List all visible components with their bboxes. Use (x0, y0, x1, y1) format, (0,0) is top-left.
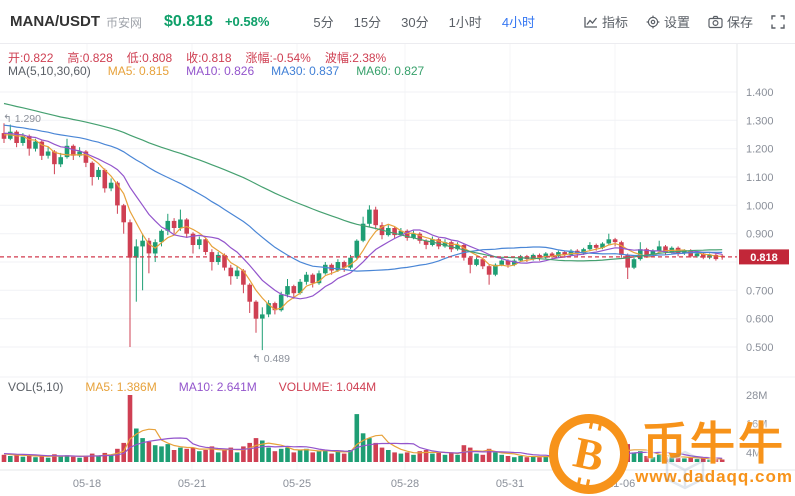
svg-text:0.700: 0.700 (746, 285, 774, 297)
ma-item: MA30: 0.837 (271, 64, 340, 78)
indicator-button[interactable]: 指标 (584, 12, 628, 31)
brand-text: 币牛牛 (642, 418, 787, 469)
svg-text:1.000: 1.000 (746, 200, 774, 212)
svg-text:↰ 0.489: ↰ 0.489 (252, 353, 290, 365)
ohlc-item: 收:0.818 (186, 51, 232, 65)
svg-text:1.300: 1.300 (746, 115, 774, 127)
fullscreen-icon (771, 14, 785, 29)
cube-icon (665, 450, 705, 490)
site-url: www.dadaqq.com (635, 467, 793, 486)
save-icon (708, 15, 723, 29)
timeframe-tab-15m[interactable]: 15分 (353, 15, 382, 30)
timeframe-tab-5m[interactable]: 5分 (313, 15, 334, 30)
ohlc-row: 开:0.822 高:0.828 低:0.808 收:0.818 涨幅:-0.54% 波幅:… (8, 49, 386, 66)
ma-item: MA60: 0.827 (356, 64, 425, 78)
ohlc-item: 开:0.822 (8, 51, 54, 65)
settings-button[interactable]: 设置 (646, 12, 690, 31)
svg-text:16M: 16M (746, 419, 767, 431)
timeframe-tab-1h[interactable]: 1小时 (448, 15, 482, 30)
svg-text:0.818: 0.818 (750, 252, 778, 264)
svg-text:0.900: 0.900 (746, 229, 774, 241)
ohlc-item: 低:0.808 (126, 51, 173, 65)
ma-row: MA(5,10,30,60) MA5: 0.815 MA10: 0.826 MA30:… (8, 64, 424, 78)
symbol-title: MANA/USDT (10, 13, 100, 30)
svg-text:05-28: 05-28 (391, 478, 419, 490)
ohlc-item: 波幅:2.38% (324, 51, 387, 65)
last-price: $0.818 (164, 12, 213, 30)
settings-icon (646, 15, 660, 29)
ohlc-item: 高:0.828 (67, 51, 113, 65)
svg-text:05-21: 05-21 (178, 478, 206, 490)
svg-text:↰ 1.290: ↰ 1.290 (3, 113, 41, 125)
ma-item: MA10: 0.826 (186, 64, 255, 78)
vol-item: MA10: 2.641M (178, 380, 257, 394)
tool-label: 指标 (601, 15, 628, 30)
save-button[interactable]: 保存 (708, 12, 753, 31)
vol-item: MA5: 1.386M (85, 380, 157, 394)
svg-text:4M: 4M (746, 447, 761, 459)
ohlc-item: 涨幅:-0.54% (245, 51, 311, 65)
indicator-icon (584, 15, 598, 29)
svg-text:05-31: 05-31 (496, 478, 524, 490)
svg-text:28M: 28M (746, 390, 767, 402)
toolbar: 指标 设置 保存 (584, 12, 785, 31)
vol-item: VOL(5,10) (8, 380, 64, 394)
svg-text:05-18: 05-18 (73, 478, 101, 490)
timeframe-tabs: 5分 15分 30分 1小时 4小时 (313, 12, 535, 31)
watermark: B 币牛牛 www.dadaqq.com (547, 412, 793, 496)
ma-item: MA5: 0.815 (107, 64, 170, 78)
ma-item: MA(5,10,30,60) (8, 64, 91, 78)
header-bar: MANA/USDT 币安网 $0.818 +0.58% 5分 15分 30分 1小时 4… (0, 0, 795, 44)
svg-text:0.500: 0.500 (746, 342, 774, 354)
tool-label: 保存 (726, 15, 753, 30)
svg-text:1.200: 1.200 (746, 144, 774, 156)
timeframe-tab-4h[interactable]: 4小时 (501, 15, 536, 30)
svg-text:1.100: 1.100 (746, 172, 774, 184)
vol-item: VOLUME: 1.044M (278, 380, 377, 394)
exchange-name: 币安网 (106, 16, 143, 30)
btc-logo-icon: B (549, 414, 630, 494)
svg-text:05-25: 05-25 (283, 478, 311, 490)
price-change: +0.58% (224, 14, 270, 29)
fullscreen-button[interactable] (771, 14, 785, 29)
volume-indicator-row: VOL(5,10) MA5: 1.386M MA10: 2.641M VOLUME: … (8, 380, 376, 394)
svg-text:0.600: 0.600 (746, 314, 774, 326)
tool-label: 设置 (663, 15, 690, 30)
svg-text:1.400: 1.400 (746, 87, 774, 99)
timeframe-tab-30m[interactable]: 30分 (401, 15, 429, 30)
